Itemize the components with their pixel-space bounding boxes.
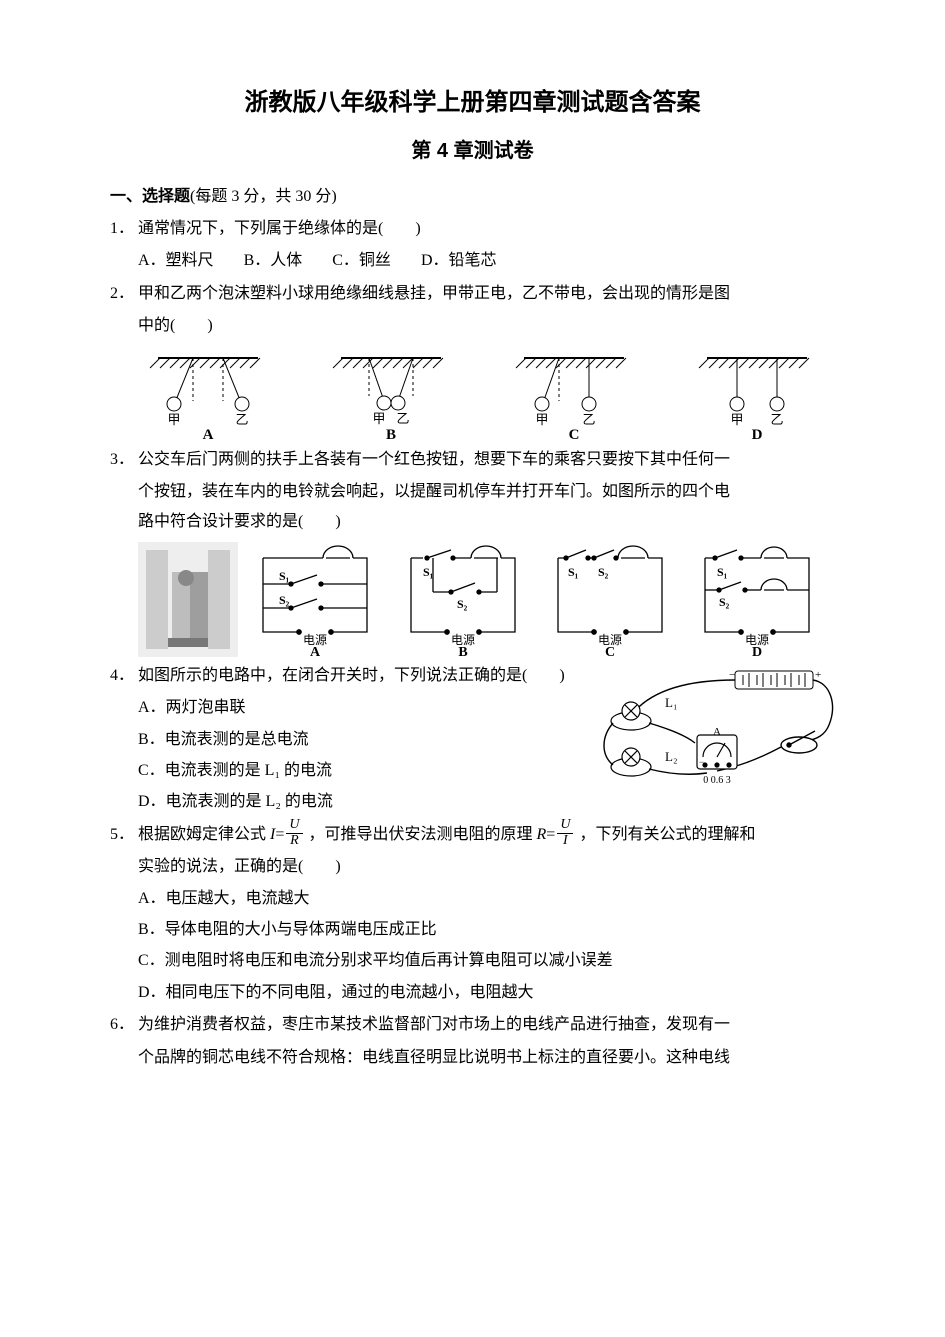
- fig2c-jia: 甲: [535, 412, 548, 427]
- q4-number: 4．: [110, 661, 138, 691]
- fig2d-jia: 甲: [730, 412, 743, 427]
- q5-frac1-num: U: [286, 818, 302, 834]
- q3-figures: S₁ S₂ 电源 A: [110, 538, 835, 659]
- q1-options: A．塑料尺 B．人体 C．铜丝 D．铅笔芯: [110, 246, 835, 276]
- q4-circuit-figure: − +: [585, 665, 845, 795]
- q5-frac2: UI: [557, 818, 573, 848]
- q5-opt-c: C．测电阻时将电压和电流分别求平均值后再计算电阻可以减小误差: [110, 946, 835, 976]
- question-1: 1． 通常情况下，下列属于绝缘体的是( ): [110, 214, 835, 244]
- svg-text:−: −: [699, 757, 704, 767]
- q5-opt-d: D．相同电压下的不同电阻，通过的电流越小，电阻越大: [110, 978, 835, 1008]
- fig2a-label: A: [203, 427, 214, 441]
- fig2c-yi: 乙: [582, 412, 595, 427]
- q5-frac2-den: I: [557, 834, 573, 849]
- q3d-label: D: [752, 645, 762, 657]
- q1-opt-a: A．塑料尺: [138, 246, 214, 276]
- q4-l2: L₂: [665, 749, 677, 764]
- section-1-label: 一、选择题: [110, 188, 190, 205]
- q3-line1: 公交车后门两侧的扶手上各装有一个红色按钮，想要下车的乘客只要按下其中任何一: [138, 445, 835, 475]
- svg-text:+: +: [815, 669, 821, 681]
- q4-scale: 0 0.6 3: [703, 775, 731, 786]
- q3a-label: A: [310, 645, 321, 657]
- q1-opt-b: B．人体: [244, 246, 303, 276]
- q2-figures: 甲 乙 A 甲 乙 B: [110, 342, 835, 443]
- question-4-block: 4． 如图所示的电路中，在闭合开关时，下列说法正确的是( ) A．两灯泡串联 B…: [110, 661, 835, 818]
- fig2c-label: C: [569, 427, 580, 441]
- q1-opt-c: C．铜丝: [332, 246, 391, 276]
- q3-line3: 路中符合设计要求的是( ): [110, 507, 835, 537]
- q5-opt-b: B．导体电阻的大小与导体两端电压成正比: [110, 915, 835, 945]
- q5-eq2: =: [546, 826, 555, 843]
- fig2b-label: B: [386, 427, 396, 441]
- q5-pre: 根据欧姆定律公式: [138, 826, 266, 843]
- q1-text: 通常情况下，下列属于绝缘体的是( ): [138, 214, 835, 244]
- q5-post: ，下列有关公式的理解和: [579, 826, 755, 843]
- q3-photo: [138, 542, 238, 657]
- q3c-label: C: [605, 645, 615, 657]
- fig2a-jia: 甲: [167, 412, 180, 427]
- q3d-s2: S₂: [719, 595, 730, 609]
- fig2b-yi: 乙: [396, 411, 409, 426]
- q3c-s1: S₁: [568, 565, 579, 579]
- question-3: 3． 公交车后门两侧的扶手上各装有一个红色按钮，想要下车的乘客只要按下其中任何一: [110, 445, 835, 475]
- doc-title: 浙教版八年级科学上册第四章测试题含答案: [110, 80, 835, 126]
- q2-line1: 甲和乙两个泡沫塑料小球用绝缘细线悬挂，甲带正电，乙不带电，会出现的情形是图: [138, 279, 835, 309]
- q3a-s1: S₁: [279, 569, 290, 583]
- q3a-s2: S₂: [279, 593, 290, 607]
- q3-line2: 个按钮，装在车内的电铃就会响起，以提醒司机停车并打开车门。如图所示的四个电: [110, 477, 835, 507]
- section-1-heading: 一、选择题(每题 3 分，共 30 分): [110, 182, 835, 212]
- fig2b-jia: 甲: [372, 411, 385, 426]
- section-1-points: (每题 3 分，共 30 分): [190, 188, 337, 205]
- q2-line2: 中的( ): [110, 311, 835, 341]
- fig2d-yi: 乙: [770, 412, 783, 427]
- q3-circuit-b: S₁ S₂ 电源 B: [393, 542, 533, 657]
- q3-circuit-d: S₁ S₂ 电源 D: [687, 542, 827, 657]
- svg-text:−: −: [729, 669, 735, 681]
- q4-l1: L₁: [665, 695, 677, 710]
- q5-number: 5．: [110, 820, 138, 851]
- q5-frac2-num: U: [557, 818, 573, 834]
- q3b-s2: S₂: [457, 597, 468, 611]
- q2-number: 2．: [110, 279, 138, 309]
- q5-eq1: =: [275, 826, 284, 843]
- q2-fig-d: 甲 乙 D: [687, 346, 827, 441]
- q5-frac1-den: R: [286, 834, 302, 849]
- q5-frac1: UR: [286, 818, 302, 848]
- q3d-s1: S₁: [717, 565, 728, 579]
- q5-line2: 实验的说法，正确的是( ): [110, 852, 835, 882]
- q3-circuit-a: S₁ S₂ 电源 A: [245, 542, 385, 657]
- q3b-s1: S₁: [423, 565, 434, 579]
- q3-number: 3．: [110, 445, 138, 475]
- q6-number: 6．: [110, 1010, 138, 1040]
- q6-line1: 为维护消费者权益，枣庄市某技术监督部门对市场上的电线产品进行抽查，发现有一: [138, 1010, 835, 1040]
- q2-fig-b: 甲 乙 B: [321, 346, 461, 441]
- question-2: 2． 甲和乙两个泡沫塑料小球用绝缘细线悬挂，甲带正电，乙不带电，会出现的情形是图: [110, 279, 835, 309]
- doc-subtitle: 第 4 章测试卷: [110, 132, 835, 170]
- q2-fig-a: 甲 乙 A: [138, 346, 278, 441]
- q4-ammeter-a: A: [713, 726, 721, 738]
- q3b-label: B: [458, 645, 467, 657]
- question-5: 5． 根据欧姆定律公式 I=UR ，可推导出伏安法测电阻的原理 R=UI ，下列…: [110, 820, 835, 851]
- q2-fig-c: 甲 乙 C: [504, 346, 644, 441]
- q1-opt-d: D．铅笔芯: [421, 246, 497, 276]
- q3-circuit-c: S₁ S₂ 电源 C: [540, 542, 680, 657]
- q5-Rvar: R: [537, 826, 547, 843]
- fig2a-yi: 乙: [235, 412, 248, 427]
- exam-page: 浙教版八年级科学上册第四章测试题含答案 第 4 章测试卷 一、选择题(每题 3 …: [0, 0, 945, 1113]
- question-6: 6． 为维护消费者权益，枣庄市某技术监督部门对市场上的电线产品进行抽查，发现有一: [110, 1010, 835, 1040]
- q5-opt-a: A．电压越大，电流越大: [110, 884, 835, 914]
- q5-mid: ，可推导出伏安法测电阻的原理: [309, 826, 533, 843]
- q6-line2: 个品牌的铜芯电线不符合规格：电线直径明显比说明书上标注的直径要小。这种电线: [110, 1043, 835, 1073]
- q5-line1: 根据欧姆定律公式 I=UR ，可推导出伏安法测电阻的原理 R=UI ，下列有关公…: [138, 820, 835, 851]
- q3c-s2: S₂: [598, 565, 609, 579]
- q1-number: 1．: [110, 214, 138, 244]
- fig2d-label: D: [752, 427, 763, 441]
